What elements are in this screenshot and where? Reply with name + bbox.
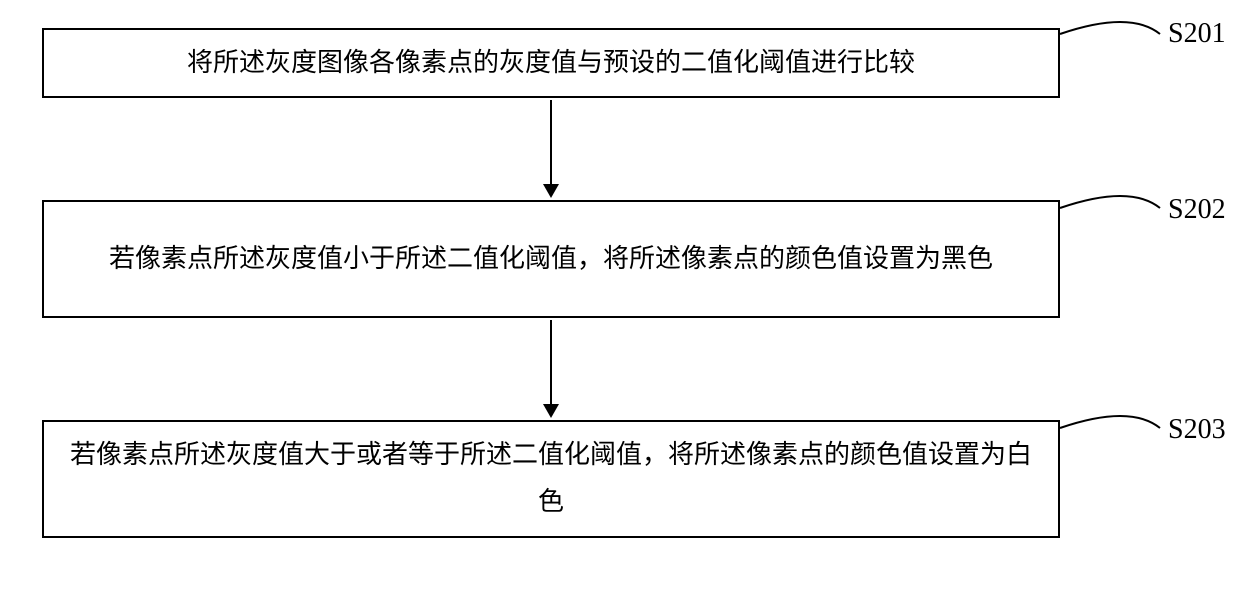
flowchart-canvas: 将所述灰度图像各像素点的灰度值与预设的二值化阈值进行比较 S201 若像素点所述… (0, 0, 1240, 598)
step-label-s203: S203 (1168, 414, 1226, 446)
leader-path-s203 (1060, 416, 1160, 428)
step-label-text-s203: S203 (1168, 414, 1226, 445)
leader-s203 (0, 0, 1240, 598)
